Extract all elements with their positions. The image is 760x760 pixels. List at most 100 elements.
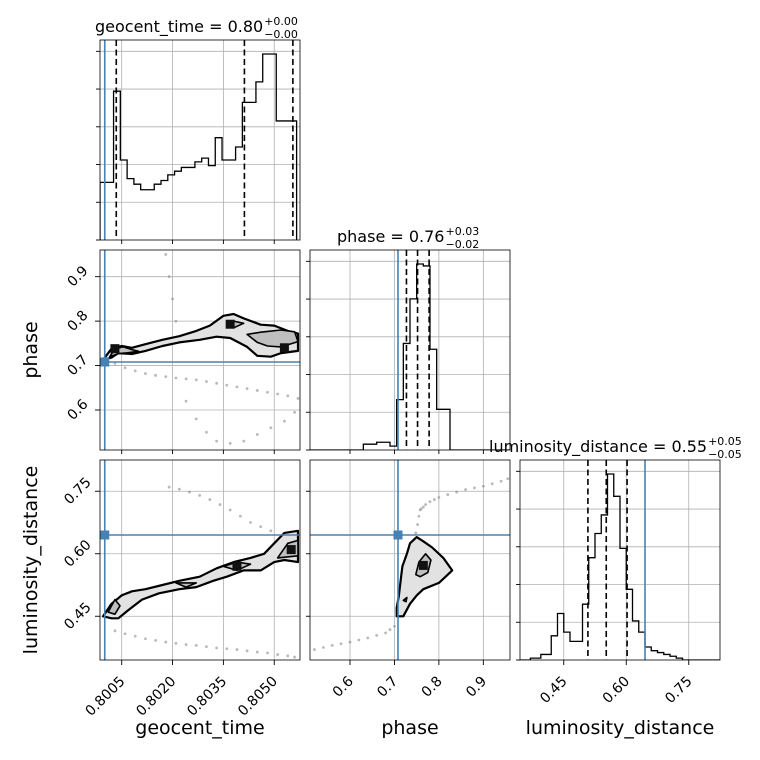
- panel-frame: [519, 459, 721, 661]
- truth-marker: [100, 530, 110, 540]
- x-tick-label-phase: 0.9: [463, 674, 490, 701]
- contour-level: [107, 598, 121, 615]
- contour-level: [102, 529, 300, 620]
- sample-point: [506, 477, 510, 481]
- title-geocent_time: geocent_time = 0.80: [95, 17, 263, 37]
- sample-point: [293, 410, 296, 414]
- sample-point: [188, 490, 191, 494]
- x-axis-label-geocent_time: geocent_time: [135, 717, 264, 739]
- sample-point: [205, 645, 208, 649]
- sample-point: [245, 387, 249, 391]
- x-axis-label-phase: phase: [381, 717, 438, 739]
- sample-point: [330, 644, 334, 647]
- truth-marker: [100, 357, 110, 367]
- title-lower-error: −0.02: [445, 238, 479, 251]
- x-tick-label-luminosity_distance: 0.75: [662, 674, 695, 707]
- sample-point: [133, 369, 137, 373]
- y-tick-label-phase: 0.8: [64, 308, 91, 335]
- sample-point: [194, 644, 198, 647]
- sample-point: [184, 377, 188, 381]
- sample-point: [144, 372, 147, 375]
- density-peak: [418, 560, 428, 570]
- sample-point: [164, 375, 168, 379]
- contour-level: [395, 536, 454, 618]
- histogram-phase: [310, 263, 510, 450]
- sample-point: [238, 514, 242, 518]
- sample-point: [490, 482, 494, 486]
- density-panel-geocent_time-phase: [100, 250, 300, 450]
- sample-point: [384, 631, 387, 635]
- x-tick-label-luminosity_distance: 0.60: [600, 674, 633, 707]
- sample-point: [464, 488, 467, 491]
- sample-point: [283, 419, 286, 423]
- sample-point: [215, 439, 219, 443]
- panel-frame: [99, 249, 301, 451]
- sample-point: [266, 651, 269, 655]
- sample-point: [113, 629, 117, 633]
- sample-point: [225, 383, 229, 387]
- density-panel-geocent_time-luminosity_distance: [100, 460, 300, 660]
- truth-marker: [393, 530, 403, 540]
- sample-point: [171, 297, 174, 301]
- sample-point: [235, 385, 239, 389]
- sample-point: [174, 376, 178, 380]
- y-tick-label-luminosity_distance: 0.60: [61, 537, 94, 570]
- density-peak: [232, 561, 242, 571]
- sample-point: [133, 634, 137, 638]
- panel-frame: [309, 459, 511, 661]
- sample-point: [205, 430, 208, 434]
- x-tick-label-phase: 0.7: [374, 674, 401, 701]
- density-peak: [279, 343, 289, 353]
- sample-point: [276, 653, 280, 656]
- sample-point: [424, 503, 427, 506]
- sample-point: [269, 529, 273, 533]
- sample-point: [194, 417, 198, 421]
- sample-point: [393, 624, 396, 628]
- x-tick-label-geocent_time: 0.8050: [235, 674, 281, 720]
- sample-point: [418, 508, 422, 512]
- sample-point: [255, 389, 259, 392]
- sample-point: [259, 525, 263, 529]
- y-tick-label-phase: 0.7: [64, 352, 91, 379]
- sample-point: [286, 394, 290, 398]
- sample-point: [321, 646, 325, 649]
- sample-point: [255, 650, 259, 654]
- histogram-luminosity_distance: [520, 473, 720, 660]
- title-phase: phase = 0.76: [337, 227, 444, 246]
- sample-point: [269, 426, 273, 430]
- sample-point: [167, 485, 171, 489]
- sample-point: [499, 479, 503, 483]
- contour-level: [402, 596, 408, 603]
- sample-point: [144, 637, 147, 641]
- x-axis-label-luminosity_distance: luminosity_distance: [526, 717, 715, 739]
- sample-point: [215, 646, 219, 650]
- sample-point: [339, 642, 343, 646]
- sample-point: [235, 648, 239, 651]
- y-tick-label-luminosity_distance: 0.45: [61, 600, 94, 633]
- x-tick-label-phase: 0.8: [419, 674, 446, 701]
- sample-point: [242, 439, 246, 443]
- sample-point: [225, 647, 229, 651]
- sample-point: [421, 505, 425, 509]
- title-lower-error: −0.05: [708, 448, 742, 461]
- sample-point: [249, 521, 252, 524]
- x-tick-label-phase: 0.6: [330, 673, 357, 700]
- sample-point: [154, 639, 157, 642]
- sample-point: [218, 503, 222, 506]
- y-axis-label-luminosity_distance: luminosity_distance: [20, 466, 42, 655]
- sample-point: [164, 640, 168, 644]
- density-panel-phase-luminosity_distance: [310, 460, 510, 660]
- title-upper-error: +0.00: [264, 15, 298, 28]
- sample-point: [208, 498, 212, 501]
- contour-level: [102, 312, 300, 361]
- sample-point: [296, 397, 300, 400]
- sample-point: [276, 392, 280, 396]
- sample-point: [286, 654, 290, 658]
- sample-point: [164, 253, 168, 256]
- sample-point: [375, 634, 379, 637]
- x-tick-label-geocent_time: 0.8020: [133, 674, 179, 720]
- y-tick-label-phase: 0.9: [64, 263, 91, 290]
- sample-point: [198, 494, 202, 497]
- sample-point: [245, 649, 249, 653]
